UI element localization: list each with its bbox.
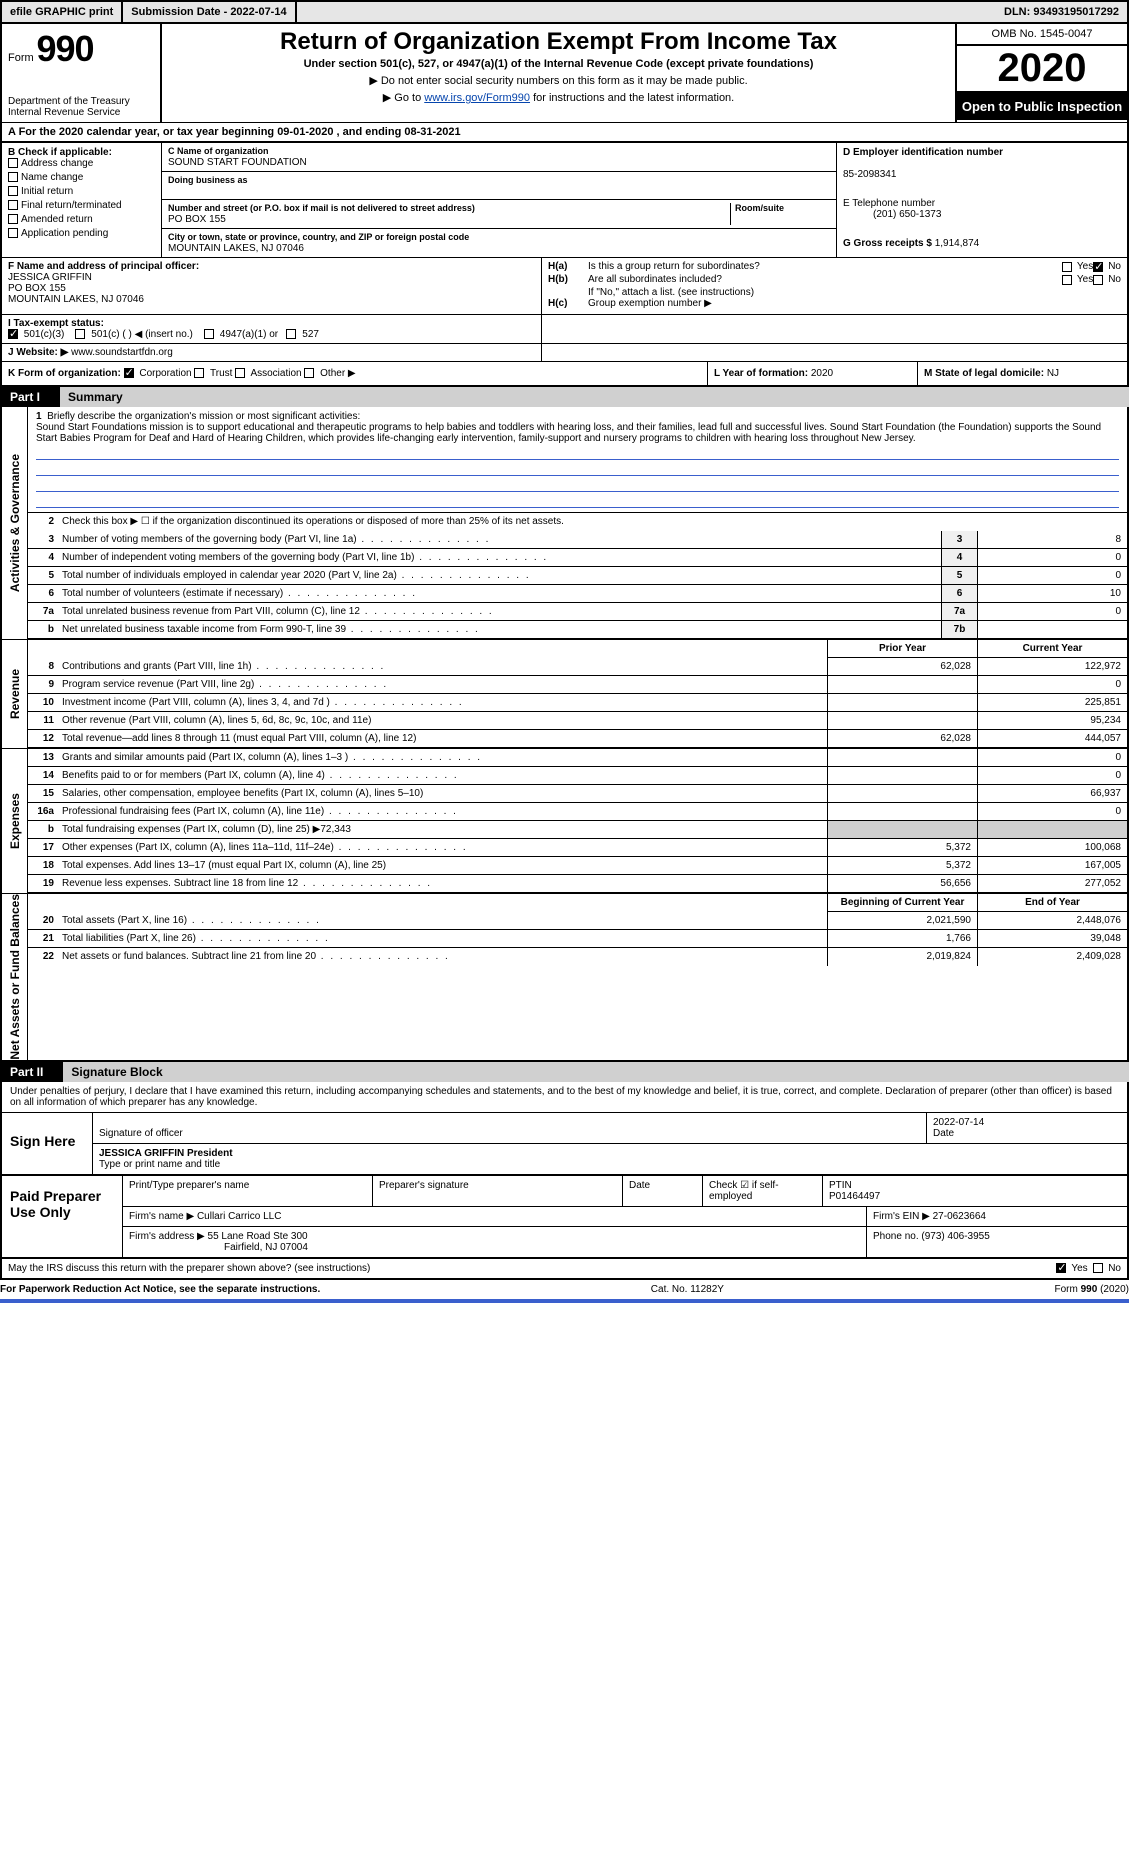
sig-intro: Under penalties of perjury, I declare th… [2, 1082, 1127, 1113]
checkbox-501c3[interactable] [8, 329, 18, 339]
col-h: H(a)Is this a group return for subordina… [542, 258, 1127, 314]
open-public: Open to Public Inspection [957, 93, 1127, 120]
form-word: Form [8, 52, 34, 64]
org-street: PO BOX 155 [168, 214, 226, 225]
val-7a: 0 [977, 603, 1127, 620]
state-domicile: NJ [1047, 368, 1059, 379]
vtab-gov: Activities & Governance [8, 454, 22, 592]
paid-preparer-label: Paid Preparer Use Only [2, 1176, 122, 1257]
mission-text: Sound Start Foundations mission is to su… [36, 422, 1101, 444]
tax-year: 2020 [957, 46, 1127, 93]
checkbox-initial[interactable] [8, 186, 18, 196]
checkbox-address[interactable] [8, 158, 18, 168]
checkbox-discuss-yes[interactable] [1056, 1263, 1066, 1273]
row-klm: K Form of organization: Corporation Trus… [0, 362, 1129, 387]
part-2-header: Part II Signature Block [0, 1062, 1129, 1082]
ssn-note: ▶ Do not enter social security numbers o… [170, 74, 947, 87]
org-name: SOUND START FOUNDATION [168, 157, 307, 168]
col-b: B Check if applicable: Address change Na… [2, 143, 162, 257]
col-f: F Name and address of principal officer:… [2, 258, 542, 314]
efile-label: efile GRAPHIC print [2, 2, 123, 22]
officer-name: JESSICA GRIFFIN [8, 272, 92, 283]
section-a: A For the 2020 calendar year, or tax yea… [0, 122, 1129, 143]
footer: For Paperwork Reduction Act Notice, see … [0, 1280, 1129, 1303]
form-header: Form 990 Department of the TreasuryInter… [0, 24, 1129, 122]
expenses-section: Expenses 13Grants and similar amounts pa… [0, 748, 1129, 893]
discuss-row: May the IRS discuss this return with the… [0, 1259, 1129, 1280]
website: www.soundstartfdn.org [71, 347, 173, 358]
row-i: I Tax-exempt status: 501(c)(3) 501(c) ( … [0, 315, 1129, 344]
vtab-net: Net Assets or Fund Balances [8, 894, 22, 1060]
sign-here-label: Sign Here [2, 1113, 92, 1174]
phone: (201) 650-1373 [843, 209, 941, 220]
signature-block: Under penalties of perjury, I declare th… [0, 1082, 1129, 1259]
checkbox-hb-no[interactable] [1093, 275, 1103, 285]
val-6: 10 [977, 585, 1127, 602]
checkbox-4947[interactable] [204, 329, 214, 339]
ptin: P01464497 [829, 1191, 880, 1202]
revenue-section: Revenue Prior YearCurrent Year 8Contribu… [0, 639, 1129, 748]
col-d: D Employer identification number85-20983… [837, 143, 1127, 257]
col-b-title: B Check if applicable: [8, 147, 112, 158]
form-subtitle: Under section 501(c), 527, or 4947(a)(1)… [170, 58, 947, 70]
checkbox-pending[interactable] [8, 228, 18, 238]
form-title: Return of Organization Exempt From Incom… [170, 28, 947, 56]
gross-receipts: 1,914,874 [935, 238, 980, 249]
checkbox-ha-yes[interactable] [1062, 262, 1072, 272]
checkbox-name[interactable] [8, 172, 18, 182]
checkbox-discuss-no[interactable] [1093, 1263, 1103, 1273]
net-assets-section: Net Assets or Fund Balances Beginning of… [0, 893, 1129, 1062]
val-7b [977, 621, 1127, 638]
year-formation: 2020 [811, 368, 833, 379]
website-note: ▶ Go to www.irs.gov/Form990 for instruct… [170, 91, 947, 104]
checkbox-assoc[interactable] [235, 368, 245, 378]
checkbox-hb-yes[interactable] [1062, 275, 1072, 285]
omb-number: OMB No. 1545-0047 [957, 24, 1127, 46]
mission-block: 1 Briefly describe the organization's mi… [28, 407, 1127, 513]
row-fh: F Name and address of principal officer:… [0, 258, 1129, 315]
checkbox-527[interactable] [286, 329, 296, 339]
top-bar: efile GRAPHIC print Submission Date - 20… [0, 0, 1129, 24]
row-j: J Website: ▶ www.soundstartfdn.org [0, 344, 1129, 362]
firm-name: Cullari Carrico LLC [197, 1211, 281, 1222]
checkbox-final[interactable] [8, 200, 18, 210]
submission-date: Submission Date - 2022-07-14 [123, 2, 296, 22]
form-number: 990 [36, 28, 93, 69]
irs-link[interactable]: www.irs.gov/Form990 [424, 92, 530, 104]
ein: 85-2098341 [843, 169, 896, 180]
officer-name-title: JESSICA GRIFFIN President [99, 1148, 233, 1159]
col-c: C Name of organizationSOUND START FOUNDA… [162, 143, 837, 257]
checkbox-trust[interactable] [194, 368, 204, 378]
checkbox-ha-no[interactable] [1093, 262, 1103, 272]
org-city: MOUNTAIN LAKES, NJ 07046 [168, 243, 304, 254]
val-3: 8 [977, 531, 1127, 548]
firm-ein: 27-0623664 [933, 1211, 986, 1222]
checkbox-other[interactable] [304, 368, 314, 378]
part-1-header: Part I Summary [0, 387, 1129, 407]
firm-phone: (973) 406-3955 [921, 1231, 989, 1242]
dln: DLN: 93493195017292 [996, 2, 1127, 22]
checkbox-amended[interactable] [8, 214, 18, 224]
sig-date: 2022-07-14 [933, 1117, 984, 1128]
info-grid: B Check if applicable: Address change Na… [0, 143, 1129, 258]
vtab-rev: Revenue [8, 669, 22, 719]
activities-governance: Activities & Governance 1 Briefly descri… [0, 407, 1129, 639]
checkbox-501c[interactable] [75, 329, 85, 339]
dept-treasury: Department of the TreasuryInternal Reven… [8, 96, 154, 118]
vtab-exp: Expenses [8, 793, 22, 849]
checkbox-corp[interactable] [124, 368, 134, 378]
val-5: 0 [977, 567, 1127, 584]
val-4: 0 [977, 549, 1127, 566]
